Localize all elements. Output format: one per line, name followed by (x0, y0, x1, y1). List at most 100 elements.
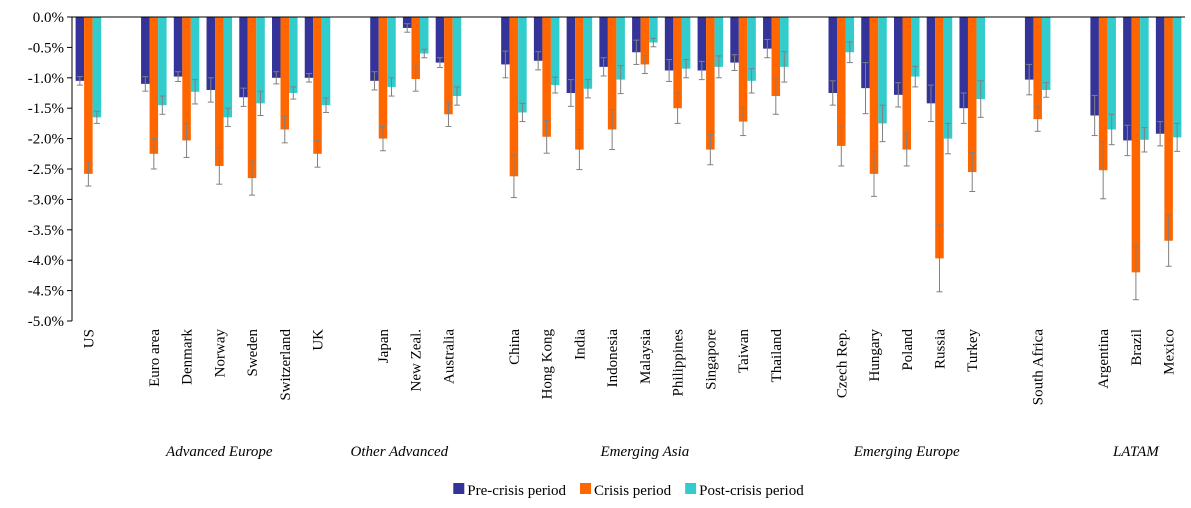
y-tick-label: -0.5% (28, 40, 64, 56)
bar (272, 17, 281, 78)
bar (878, 17, 887, 124)
bar (289, 17, 298, 93)
x-tick-label: Thailand (769, 329, 785, 383)
error-bar (207, 77, 214, 103)
x-tick-label: Argentina (1096, 329, 1112, 389)
x-tick-label: India (572, 329, 588, 360)
error-bar (388, 77, 395, 97)
error-bar (412, 66, 419, 92)
bar (583, 17, 593, 89)
group-label: Emerging Asia (599, 444, 689, 460)
error-bar (436, 57, 443, 68)
x-tick-label: Philippines (671, 329, 687, 397)
bar (673, 17, 682, 109)
y-tick-label: -3.0% (28, 192, 64, 208)
error-bar (707, 133, 714, 166)
bar (837, 17, 846, 146)
error-bar (85, 161, 92, 187)
bar (845, 17, 855, 53)
error-bar (306, 73, 313, 83)
error-bar (969, 152, 976, 192)
error-bar (1141, 127, 1148, 153)
legend-swatch (685, 483, 697, 494)
bar (926, 17, 936, 104)
error-bar (379, 125, 386, 152)
error-bar (600, 57, 607, 77)
x-tick-label: Mexico (1162, 329, 1178, 375)
bar (215, 17, 224, 166)
bar (1155, 17, 1165, 134)
error-bar (650, 37, 657, 48)
bar (378, 17, 388, 139)
bar (1131, 17, 1141, 273)
bar (706, 17, 715, 150)
error-bar (1157, 121, 1164, 147)
bar (763, 17, 772, 49)
legend-label: Pre-crisis period (467, 483, 566, 499)
error-bar (1165, 214, 1172, 267)
y-tick-label: -1.5% (28, 101, 64, 117)
error-bar (641, 54, 648, 75)
bar (542, 17, 551, 137)
error-bar (175, 71, 182, 82)
x-tick-label: China (507, 329, 523, 365)
legend-swatch (453, 483, 465, 494)
error-bar (903, 132, 910, 167)
bar (435, 17, 445, 63)
legend-swatch (580, 483, 592, 494)
x-tick-label: Australia (441, 329, 457, 384)
error-bar (535, 51, 542, 71)
error-bar (846, 41, 853, 64)
bar (256, 17, 265, 104)
error-bar (764, 38, 771, 59)
bar (141, 17, 150, 84)
group-label: Other Advanced (351, 444, 449, 460)
error-bar (584, 79, 591, 99)
bar (402, 17, 412, 28)
bar (501, 17, 510, 65)
error-bar (609, 108, 616, 151)
x-tick-label: Brazil (1129, 329, 1145, 366)
error-bar (862, 62, 869, 115)
bar (247, 17, 257, 179)
legend-label: Post-crisis period (699, 483, 804, 499)
error-bar (683, 59, 690, 79)
bar (780, 17, 789, 67)
error-bar (567, 79, 574, 107)
error-bar (912, 65, 919, 88)
bar (959, 17, 968, 109)
error-bar (1108, 113, 1115, 146)
error-bar (371, 71, 378, 91)
y-tick-label: -5.0% (28, 314, 64, 330)
bar (223, 17, 233, 118)
bar (1172, 17, 1182, 138)
bar (902, 17, 912, 150)
bar (92, 17, 102, 118)
bar (681, 17, 691, 69)
bar (632, 17, 641, 53)
error-bar (249, 160, 256, 196)
x-tick-label: Switzerland (278, 329, 294, 401)
bar (935, 17, 944, 259)
bar (566, 17, 576, 93)
bar (893, 17, 903, 95)
bar (1024, 17, 1034, 80)
error-bar (879, 104, 886, 143)
x-tick-label: Denmark (180, 329, 196, 385)
x-tick-label: Taiwan (736, 329, 752, 373)
bar (387, 17, 396, 87)
error-bar (552, 76, 559, 94)
bar (599, 17, 608, 67)
error-bar (257, 90, 264, 116)
bar (509, 17, 519, 177)
x-tick-label: Singapore (703, 329, 719, 390)
bar (976, 17, 985, 100)
error-bar (748, 68, 755, 94)
error-bar (829, 80, 836, 106)
bar (1164, 17, 1173, 241)
bar (1140, 17, 1149, 140)
bar (75, 17, 85, 81)
bar (1033, 17, 1042, 120)
error-bar (715, 55, 722, 79)
